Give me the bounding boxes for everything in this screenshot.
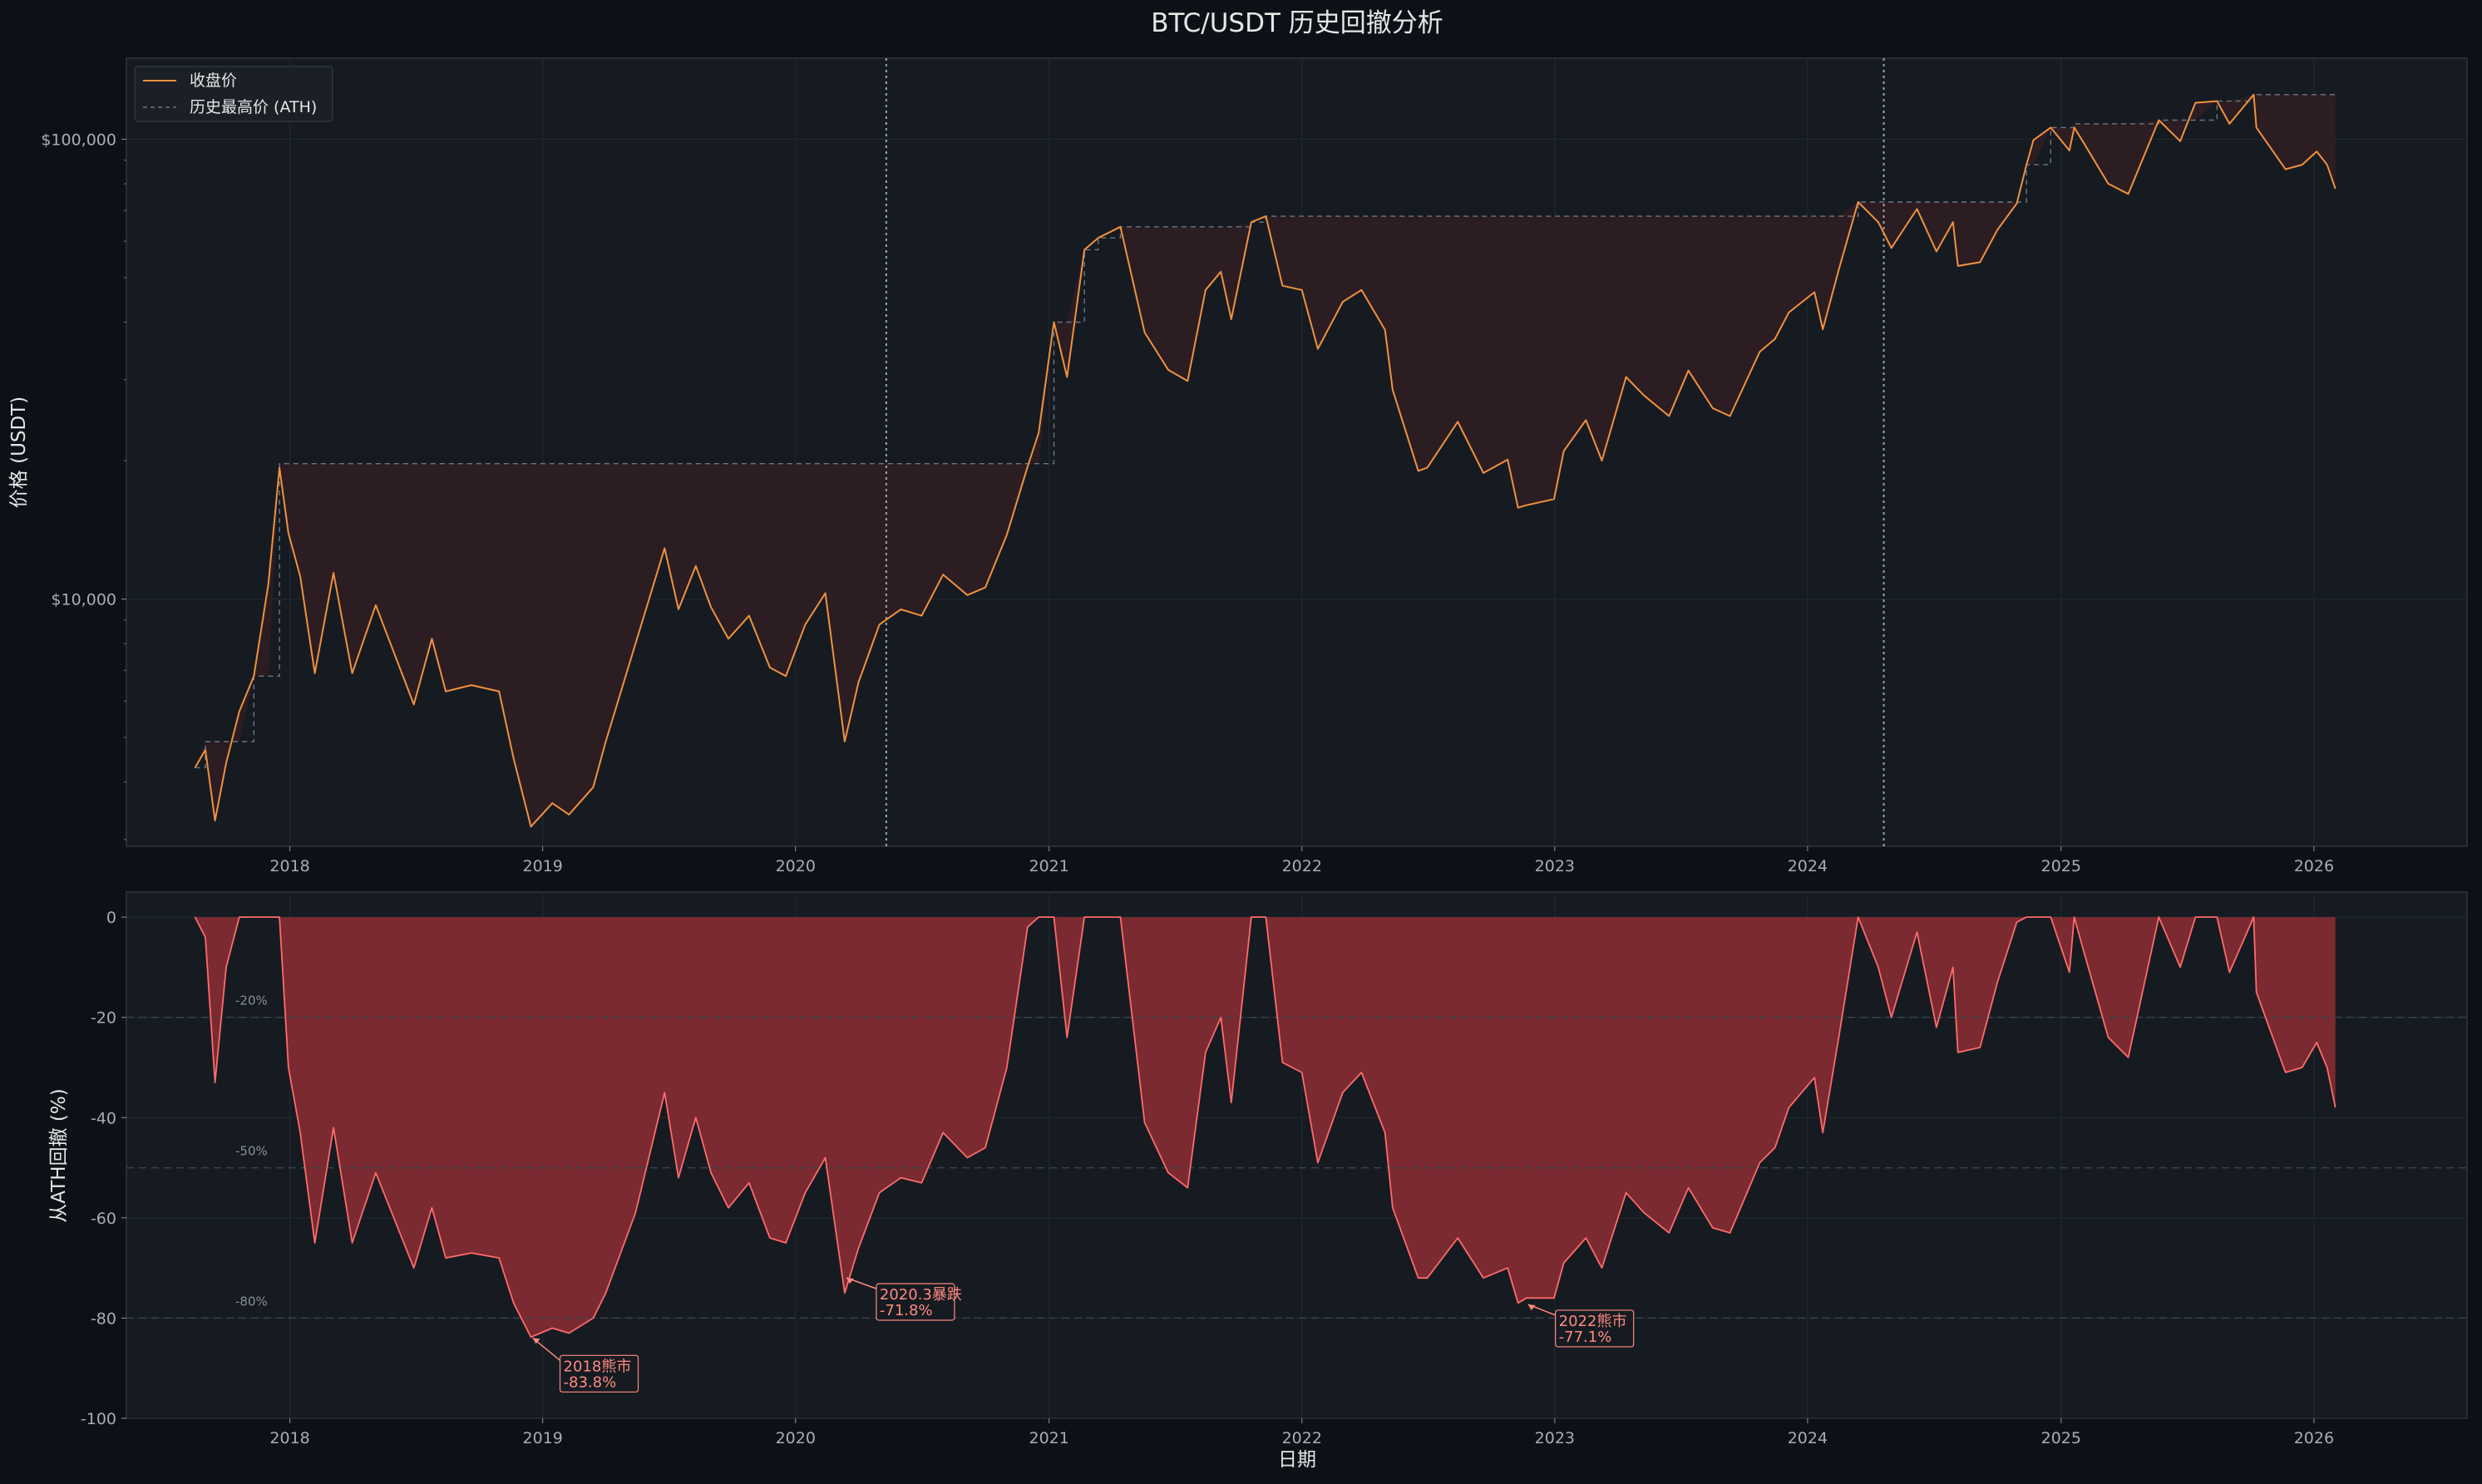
drawdown-line	[194, 916, 2336, 1339]
price-y-axis-label: 价格 (USDT)	[8, 397, 30, 508]
annotation-title: 2020.3暴跌	[880, 1286, 962, 1304]
annotation-box	[1555, 1309, 1635, 1348]
x-axis-label: 日期	[1278, 1449, 1316, 1471]
drawdown-level-label: -20%	[235, 993, 268, 1008]
annotation-title: 2022熊市	[1559, 1313, 1627, 1330]
drawdown-y-tick-label: -20	[91, 1009, 116, 1028]
drawdown-x-tick-label: 2025	[2041, 1429, 2081, 1447]
drawdown-y-tick-label: -100	[81, 1410, 116, 1428]
drawdown-x-tick-label: 2021	[1029, 1429, 1068, 1447]
drawdown-level-label: -80%	[235, 1294, 268, 1309]
drawdown-x-tick-label: 2024	[1788, 1429, 1828, 1447]
annotation-value: -83.8%	[564, 1373, 617, 1391]
annotation-box	[559, 1354, 639, 1393]
price-x-tick-label: 2024	[1788, 857, 1828, 875]
price-x-tick-label: 2026	[2294, 857, 2334, 875]
price-x-tick-label: 2019	[523, 857, 563, 875]
drawdown-x-tick-label: 2026	[2294, 1429, 2334, 1447]
legend-price-label: 收盘价	[190, 71, 237, 90]
drawdown-y-tick-label: -40	[91, 1109, 116, 1127]
drawdown-x-tick-label: 2023	[1535, 1429, 1575, 1447]
price-x-tick-label: 2023	[1535, 857, 1575, 875]
annotation-title: 2018熊市	[564, 1358, 632, 1375]
drawdown-y-ticks: 0 -20 -40 -60 -80 -100	[81, 909, 126, 1428]
annotation-arrowhead	[846, 1277, 854, 1284]
annotation-value: -77.1%	[1559, 1329, 1612, 1346]
price-y-ticks: $10,000 $100,000	[41, 131, 126, 841]
chart-title: BTC/USDT 历史回撤分析	[1151, 8, 1443, 38]
annotation-value: -71.8%	[880, 1302, 933, 1319]
drawdown-fill	[195, 917, 2336, 1338]
drawdown-y-axis-label: 从ATH回撤 (%)	[48, 1088, 70, 1222]
drawdown-x-tick-label: 2022	[1282, 1429, 1322, 1447]
drawdown-x-tick-label: 2020	[776, 1429, 816, 1447]
legend: 收盘价 历史最高价 (ATH)	[134, 66, 333, 122]
drawdown-level-label: -50%	[235, 1144, 268, 1159]
annotation: 2020.3暴跌-71.8%	[846, 1277, 962, 1321]
price-x-tick-label: 2022	[1282, 857, 1322, 875]
price-y-tick-label: $100,000	[41, 131, 116, 149]
drawdown-annotations: 2018熊市-83.8% 2020.3暴跌-71.8% 2022熊市-77.1%	[532, 1277, 1635, 1393]
price-y-tick-label: $10,000	[51, 591, 116, 609]
drawdown-reference-levels: -20% -50% -80%	[126, 993, 2467, 1319]
annotation-arrowhead	[532, 1338, 540, 1344]
drawdown-y-tick-label: -60	[91, 1210, 116, 1228]
legend-ath-label: 历史最高价 (ATH)	[190, 98, 317, 116]
drawdown-x-tick-label: 2018	[269, 1429, 309, 1447]
annotation-box	[876, 1283, 955, 1321]
price-drawdown-fill	[195, 94, 2336, 827]
price-x-tick-label: 2020	[776, 857, 816, 875]
drawdown-panel: -20%-50%-80% 2018熊市-83.8%2020.3暴跌-71.8%2…	[48, 891, 2468, 1471]
price-x-tick-label: 2025	[2041, 857, 2081, 875]
drawdown-x-tick-label: 2019	[523, 1429, 563, 1447]
legend-box	[134, 66, 333, 122]
price-line	[194, 93, 2336, 828]
annotation-arrowhead	[1527, 1304, 1536, 1310]
price-x-tick-label: 2018	[269, 857, 309, 875]
price-panel: 2018 2019 2020 2021 2022 2023 2024 2025 2026 $10…	[8, 57, 2468, 875]
drawdown-x-ticks: 2018 2019 2020 2021 2022 2023 2024 2025 2026	[269, 1418, 2334, 1447]
annotation: 2022熊市-77.1%	[1527, 1304, 1635, 1348]
price-x-ticks: 2018 2019 2020 2021 2022 2023 2024 2025 2026	[269, 846, 2334, 875]
annotation: 2018熊市-83.8%	[532, 1337, 639, 1393]
drawdown-y-tick-label: -80	[91, 1309, 116, 1328]
drawdown-y-tick-label: 0	[106, 909, 116, 927]
price-x-tick-label: 2021	[1029, 857, 1068, 875]
